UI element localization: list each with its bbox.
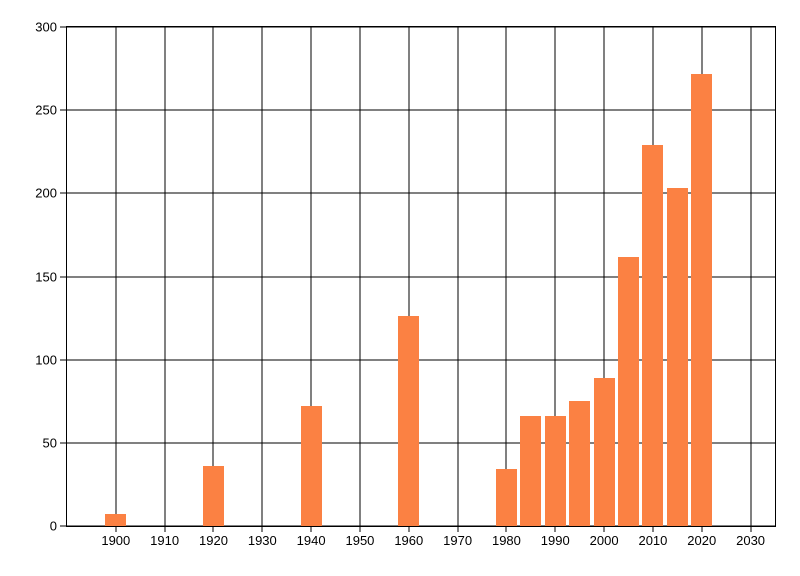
y-tick-mark [60,525,67,527]
data-bar [202,466,224,526]
x-gridline [359,27,361,526]
data-bar [105,514,127,526]
x-gridline [164,27,166,526]
x-tick-mark [164,526,166,532]
y-gridline [67,525,775,527]
y-gridline [67,192,775,194]
x-axis-tick-label: 1910 [150,533,180,548]
x-gridline [505,27,507,526]
x-axis-tick-label: 2030 [736,533,766,548]
data-bar [642,145,664,526]
x-tick-mark [408,526,410,532]
data-bar [618,256,639,526]
plot-area: 0 50 100 150 200 250 300 1900 1910 1920 1930 1940 19… [35,21,776,547]
data-bar [300,406,322,526]
x-gridline [310,27,312,526]
x-gridline [408,27,410,526]
x-axis-tick-label: 1980 [491,533,521,548]
y-gridline [67,359,775,361]
x-tick-mark [457,526,459,532]
x-gridline [603,27,605,526]
x-tick-mark [701,526,703,532]
x-axis-tick-label: 1970 [443,533,473,548]
x-axis-tick-label: 1900 [101,533,131,548]
x-tick-mark [750,526,752,532]
data-bar [398,316,420,526]
x-tick-mark [115,526,117,532]
x-gridline [554,27,556,526]
y-tick-mark [60,26,67,28]
y-gridline [67,26,775,28]
x-axis-tick-label: 1990 [540,533,570,548]
y-axis-tick-label: 250 [35,102,57,118]
data-bar [593,377,615,526]
y-axis-tick-label: 50 [42,435,57,451]
x-axis-tick-label: 1920 [199,533,228,548]
x-axis-tick-label: 1960 [394,533,424,548]
x-gridline [750,27,752,526]
x-axis-tick-label: 1930 [247,533,277,548]
y-axis-tick-label: 150 [35,269,57,284]
y-axis-tick-label: 200 [35,185,57,201]
data-bar [569,401,591,526]
x-tick-mark [652,526,654,532]
y-tick-mark [60,192,67,194]
x-tick-mark [603,526,605,532]
y-tick-mark [60,276,67,277]
x-tick-mark [310,526,312,532]
data-bar [520,416,542,526]
x-axis-tick-label: 2010 [638,533,668,548]
y-tick-mark [60,442,67,444]
x-gridline [212,27,214,526]
y-tick-mark [60,359,67,361]
y-gridline [67,442,775,444]
y-axis-tick-label: 300 [35,19,57,35]
x-axis-tick-label: 2000 [589,533,619,548]
data-bar [544,416,566,526]
x-gridline [261,27,263,526]
y-gridline [67,276,775,277]
data-bar [691,73,713,526]
x-axis-tick-label: 1950 [345,533,375,548]
x-tick-mark [212,526,214,532]
data-bar [666,188,688,526]
x-tick-mark [505,526,507,532]
x-tick-mark [359,526,361,532]
x-tick-mark [554,526,556,532]
x-gridline [457,27,459,526]
y-axis-tick-label: 100 [35,352,57,368]
y-tick-mark [60,109,67,111]
y-axis-tick-label: 0 [49,518,57,534]
x-tick-mark [261,526,263,532]
x-gridline [115,27,117,526]
data-bar [495,469,517,526]
x-axis-tick-label: 2020 [687,533,717,548]
x-axis-tick-label: 1940 [296,533,326,548]
y-gridline [67,109,775,111]
